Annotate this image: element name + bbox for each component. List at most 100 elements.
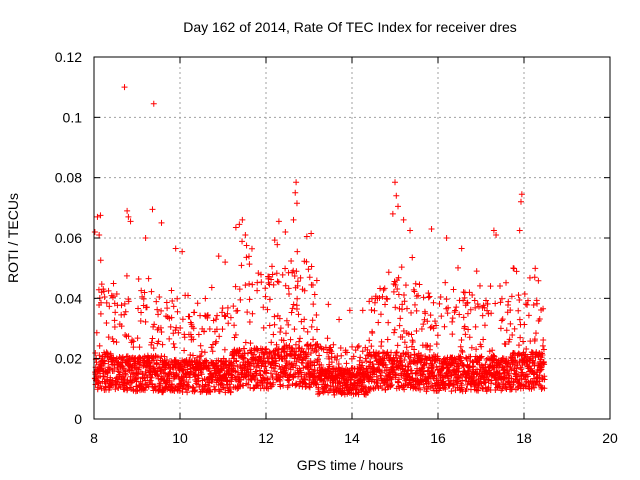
- data-point: [266, 350, 273, 357]
- data-point: [219, 326, 226, 333]
- data-point: [232, 368, 239, 375]
- data-point: [96, 352, 103, 359]
- data-point: [307, 358, 314, 365]
- data-point: [421, 384, 428, 391]
- data-point: [283, 317, 290, 324]
- data-point: [541, 361, 548, 368]
- data-point: [148, 339, 155, 346]
- data-point: [324, 382, 331, 389]
- data-point: [309, 317, 316, 324]
- data-point: [288, 309, 295, 316]
- data-point: [296, 338, 303, 345]
- data-point: [220, 355, 227, 362]
- data-point: [246, 319, 253, 326]
- data-point: [382, 301, 389, 308]
- data-point: [283, 365, 290, 372]
- data-point: [436, 385, 443, 392]
- data-point: [368, 343, 375, 350]
- data-point: [314, 356, 321, 363]
- data-point: [354, 344, 361, 351]
- data-point: [275, 352, 282, 359]
- data-point: [398, 362, 405, 369]
- data-point: [94, 213, 101, 220]
- data-point: [461, 294, 468, 301]
- data-point: [423, 344, 430, 351]
- data-point: [433, 363, 440, 370]
- data-point: [333, 356, 340, 363]
- data-point: [125, 298, 132, 305]
- data-point: [174, 295, 181, 302]
- data-point: [98, 299, 105, 306]
- data-point: [384, 376, 391, 383]
- data-point: [111, 324, 118, 331]
- data-point: [533, 349, 540, 356]
- data-point: [302, 380, 309, 387]
- data-point: [154, 354, 161, 361]
- data-point: [308, 230, 315, 237]
- data-point: [511, 325, 518, 332]
- data-point: [291, 326, 298, 333]
- data-point: [464, 310, 471, 317]
- data-point: [308, 323, 315, 330]
- data-point: [273, 358, 280, 365]
- data-point: [497, 282, 504, 289]
- data-point: [513, 370, 520, 377]
- data-point: [457, 353, 464, 360]
- data-point: [433, 375, 440, 382]
- data-point: [212, 386, 219, 393]
- data-point: [191, 309, 198, 316]
- data-point: [307, 350, 314, 357]
- data-point: [396, 322, 403, 329]
- data-point: [313, 326, 320, 333]
- data-point: [466, 334, 473, 341]
- data-point: [489, 347, 496, 354]
- data-point: [224, 304, 231, 311]
- data-point: [103, 319, 110, 326]
- data-point: [472, 323, 479, 330]
- data-point: [337, 345, 344, 352]
- data-point: [538, 385, 545, 392]
- data-point: [198, 371, 205, 378]
- data-point: [212, 340, 219, 347]
- data-point: [219, 305, 226, 312]
- data-point: [96, 342, 103, 349]
- data-point: [388, 381, 395, 388]
- data-point: [271, 313, 278, 320]
- data-point: [485, 376, 492, 383]
- data-point: [431, 372, 438, 379]
- data-point: [413, 327, 420, 334]
- data-point: [508, 366, 515, 373]
- data-point: [365, 352, 372, 359]
- data-point: [409, 338, 416, 345]
- data-point: [458, 337, 465, 344]
- data-point: [338, 352, 345, 359]
- y-axis-label: ROTI / TECUs: [5, 193, 21, 283]
- data-point: [98, 281, 105, 288]
- data-point: [407, 227, 414, 234]
- data-point: [377, 311, 384, 318]
- data-point: [186, 313, 193, 320]
- data-point: [250, 385, 257, 392]
- data-point: [450, 286, 457, 293]
- data-point: [524, 297, 531, 304]
- data-point: [97, 212, 104, 219]
- data-point: [434, 332, 441, 339]
- data-point: [165, 370, 172, 377]
- data-point: [155, 338, 162, 345]
- data-point: [413, 307, 420, 314]
- y-tick-label: 0.02: [55, 351, 82, 367]
- data-point: [447, 378, 454, 385]
- data-point: [395, 203, 402, 210]
- data-point: [516, 316, 523, 323]
- data-point: [536, 372, 543, 379]
- data-point: [142, 318, 149, 325]
- data-point: [516, 297, 523, 304]
- data-point: [310, 301, 317, 308]
- data-point: [407, 354, 414, 361]
- data-point: [140, 295, 147, 302]
- data-point: [245, 381, 252, 388]
- data-point: [418, 325, 425, 332]
- data-point: [444, 310, 451, 317]
- data-point: [427, 312, 434, 319]
- data-point: [464, 381, 471, 388]
